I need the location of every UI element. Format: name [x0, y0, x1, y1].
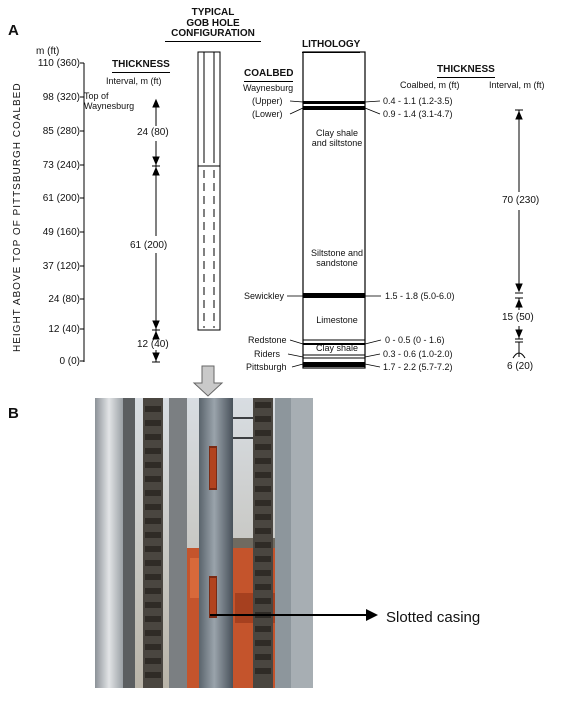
coalbed-waynesburg: Waynesburg — [243, 83, 294, 93]
coalbed-leaders — [287, 100, 382, 368]
coalbed-pittsburgh: Pittsburgh — [246, 362, 287, 372]
lithology-column — [302, 51, 366, 369]
gob-hole-title: TYPICAL GOB HOLE CONFIGURATION — [165, 7, 261, 42]
y-tick-110: 110 (360) — [37, 58, 80, 69]
gob-hole-photo — [95, 398, 313, 688]
right-thickness-col1: Coalbed, m (ft) — [400, 80, 460, 90]
right-thickness-col2: Interval, m (ft) — [489, 80, 545, 90]
gob-thickness-title: THICKNESS — [112, 59, 170, 73]
panel-a-diagram — [80, 51, 526, 397]
thickness-sewickley: 1.5 - 1.8 (5.0-6.0) — [385, 291, 455, 301]
thickness-pittsburgh: 1.7 - 2.2 (5.7-7.2) — [383, 362, 453, 372]
y-tick-98: 98 (320) — [42, 92, 80, 103]
coalbed-riders: Riders — [254, 349, 281, 359]
right-dimension-line — [512, 109, 526, 359]
gob-hole-photo-drawing — [95, 398, 313, 688]
slotted-casing-label: Slotted casing — [386, 609, 481, 626]
y-tick-73: 73 (240) — [42, 160, 80, 171]
y-tick-49: 49 (160) — [42, 227, 80, 238]
right-thickness-title: THICKNESS — [437, 64, 495, 78]
slotted-casing-arrow — [210, 609, 378, 621]
top-of-waynesburg-label: Top of Waynesburg — [84, 91, 154, 112]
y-tick-37: 37 (120) — [42, 261, 80, 272]
gob-hole-title-line3: CONFIGURATION — [165, 28, 261, 42]
coalbed-header: COALBED — [244, 68, 294, 82]
interval-70: 70 (230) — [502, 195, 540, 206]
y-axis-unit: m (ft) — [36, 46, 60, 57]
gob-interval-61: 61 (200) — [130, 240, 168, 251]
y-tick-0: 0 (0) — [59, 356, 80, 367]
interval-6: 6 (20) — [507, 361, 534, 372]
gob-hole-casing — [197, 51, 221, 331]
gob-hole-title-line2: GOB HOLE — [186, 17, 240, 29]
coalbed-lower: (Lower) — [252, 109, 283, 119]
litho-clay-shale-siltstone: Clay shale and siltstone — [311, 128, 363, 149]
gob-interval-24: 24 (80) — [137, 127, 169, 138]
panel-a-label: A — [8, 22, 19, 39]
coalbed-upper: (Upper) — [252, 96, 283, 106]
gob-thickness-subtitle: Interval, m (ft) — [106, 76, 162, 86]
down-arrow — [192, 365, 224, 397]
thickness-lower: 0.9 - 1.4 (3.1-4.7) — [383, 109, 453, 119]
interval-15: 15 (50) — [502, 312, 534, 323]
y-tick-85: 85 (280) — [42, 126, 80, 137]
y-tick-12: 12 (40) — [48, 324, 80, 335]
gob-hole-title-line1: TYPICAL — [191, 7, 235, 18]
top-of-waynesburg-text: Top of Waynesburg — [84, 91, 135, 111]
thickness-riders: 0.3 - 0.6 (1.0-2.0) — [383, 349, 453, 359]
thickness-redstone: 0 - 0.5 (0 - 1.6) — [385, 335, 445, 345]
litho-clay-shale: Clay shale — [315, 343, 359, 353]
litho-siltstone-sandstone: Siltstone and sandstone — [310, 248, 364, 269]
coalbed-redstone: Redstone — [248, 335, 287, 345]
thickness-upper: 0.4 - 1.1 (1.2-3.5) — [383, 96, 453, 106]
gob-dimension-line — [152, 98, 160, 363]
litho-limestone: Limestone — [316, 315, 358, 325]
gob-interval-12: 12 (40) — [137, 339, 169, 350]
y-tick-24: 24 (80) — [48, 294, 80, 305]
panel-b-label: B — [8, 405, 19, 422]
coalbed-sewickley: Sewickley — [244, 291, 285, 301]
y-tick-61: 61 (200) — [42, 193, 80, 204]
